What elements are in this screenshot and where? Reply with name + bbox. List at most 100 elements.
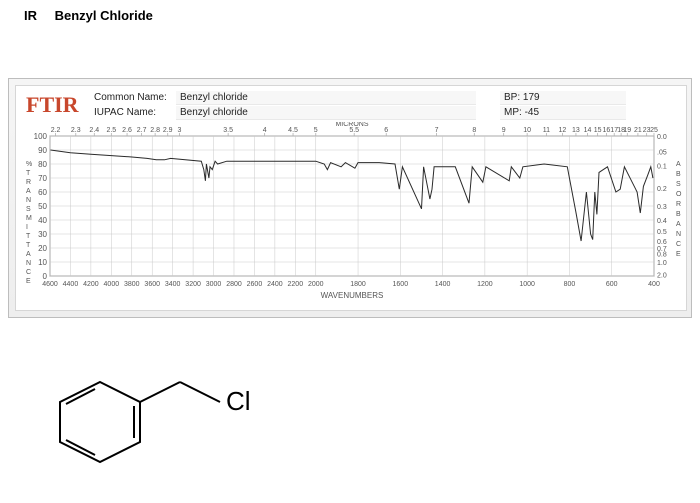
structure-svg: Cl [40,362,300,482]
ftir-panel-inner: FTIR Common Name: Benzyl chloride BP: 17… [15,85,687,311]
ftir-chart-svg: 10090807060504030201000.0.050.10.20.30.4… [22,122,682,308]
svg-text:3800: 3800 [124,281,140,288]
svg-text:1200: 1200 [477,281,493,288]
svg-text:3200: 3200 [185,281,201,288]
svg-text:3.5: 3.5 [223,127,233,134]
svg-text:12: 12 [558,127,566,134]
svg-text:2.6: 2.6 [122,127,132,134]
svg-text:C: C [676,241,681,248]
svg-text:2400: 2400 [267,281,283,288]
svg-text:5.5: 5.5 [349,127,359,134]
svg-text:0.0: 0.0 [657,134,667,141]
ftir-panel: FTIR Common Name: Benzyl chloride BP: 17… [8,78,692,318]
svg-text:0: 0 [43,272,48,281]
svg-text:800: 800 [564,281,576,288]
ftir-chart: 10090807060504030201000.0.050.10.20.30.4… [22,122,682,308]
svg-text:3: 3 [178,127,182,134]
svg-text:A: A [26,188,31,195]
svg-text:2.3: 2.3 [71,127,81,134]
svg-text:C: C [26,269,31,276]
svg-text:600: 600 [606,281,618,288]
svg-text:2.4: 2.4 [89,127,99,134]
molecular-structure: Cl [40,362,300,487]
svg-text:70: 70 [38,174,47,183]
svg-text:4600: 4600 [42,281,58,288]
bp-value: BP: 179 [500,91,626,105]
svg-text:7: 7 [435,127,439,134]
svg-text:100: 100 [34,132,48,141]
svg-text:13: 13 [572,127,580,134]
svg-text:R: R [676,201,681,208]
svg-text:1000: 1000 [519,281,535,288]
svg-text:40: 40 [38,216,47,225]
svg-text:3600: 3600 [144,281,160,288]
svg-text:0.8: 0.8 [657,252,667,259]
svg-text:21: 21 [634,127,642,134]
svg-text:2.7: 2.7 [137,127,147,134]
svg-text:0.4: 0.4 [657,218,667,225]
svg-text:1600: 1600 [393,281,409,288]
svg-text:3400: 3400 [165,281,181,288]
svg-text:5: 5 [314,127,318,134]
svg-text:4400: 4400 [63,281,79,288]
svg-text:8: 8 [472,127,476,134]
svg-text:14: 14 [584,127,592,134]
svg-text:2.0: 2.0 [657,273,667,280]
svg-text:20: 20 [38,244,47,253]
svg-text:50: 50 [38,202,47,211]
ftir-logo: FTIR [26,92,79,118]
svg-text:19: 19 [623,127,631,134]
svg-text:E: E [676,251,681,258]
svg-text:2000: 2000 [308,281,324,288]
svg-text:2.9: 2.9 [163,127,173,134]
title-ir: IR [24,8,37,23]
svg-text:E: E [26,278,31,285]
title-compound: Benzyl Chloride [55,8,153,23]
svg-text:1.0: 1.0 [657,260,667,267]
svg-text:15: 15 [594,127,602,134]
svg-text:I: I [26,224,28,231]
svg-text:T: T [26,242,31,249]
svg-text:O: O [676,191,682,198]
svg-text:MICRONS: MICRONS [335,122,368,128]
svg-text:2600: 2600 [247,281,263,288]
svg-text:WAVENUMBERS: WAVENUMBERS [321,291,384,300]
svg-text:0.2: 0.2 [657,186,667,193]
svg-text:6: 6 [384,127,388,134]
iupac-name-value: Benzyl chloride [176,106,476,120]
svg-text:S: S [676,181,681,188]
svg-text:A: A [676,221,681,228]
svg-text:30: 30 [38,230,47,239]
iupac-name-label: IUPAC Name: [94,107,176,118]
svg-text:4200: 4200 [83,281,99,288]
svg-text:M: M [26,215,32,222]
svg-text:A: A [26,251,31,258]
svg-text:3000: 3000 [206,281,222,288]
svg-text:11: 11 [543,127,550,134]
svg-text:2200: 2200 [288,281,304,288]
svg-text:2800: 2800 [226,281,242,288]
svg-text:R: R [26,179,31,186]
svg-text:4: 4 [263,127,267,134]
svg-text:N: N [26,260,31,267]
svg-text:A: A [676,161,681,168]
svg-text:2.8: 2.8 [150,127,160,134]
svg-text:4000: 4000 [104,281,120,288]
svg-text:B: B [676,211,681,218]
svg-text:S: S [26,206,31,213]
cl-label: Cl [226,386,251,416]
svg-text:0.3: 0.3 [657,204,667,211]
svg-text:T: T [26,170,31,177]
common-name-value: Benzyl chloride [176,91,476,105]
svg-text:N: N [676,231,681,238]
common-name-label: Common Name: [94,92,176,103]
svg-text:0.1: 0.1 [657,163,667,170]
svg-text:%: % [26,161,32,168]
svg-text:2.2: 2.2 [51,127,61,134]
svg-text:80: 80 [38,160,47,169]
header-meta: Common Name: Benzyl chloride BP: 179 IUP… [94,90,680,120]
svg-text:.05: .05 [657,149,667,156]
svg-text:T: T [26,233,31,240]
svg-text:0.5: 0.5 [657,229,667,236]
svg-text:90: 90 [38,146,47,155]
